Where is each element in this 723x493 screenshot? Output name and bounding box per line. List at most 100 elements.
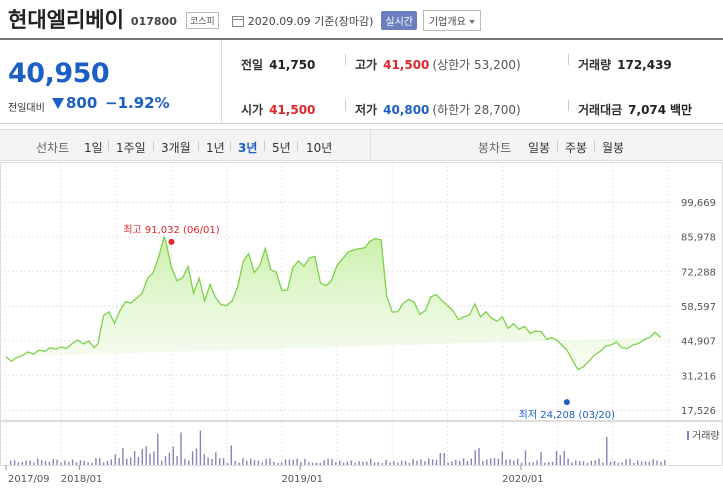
volume-bar — [373, 462, 376, 465]
volume-bar — [277, 462, 279, 465]
down-arrow-icon — [52, 98, 64, 109]
volume-bar — [358, 461, 360, 465]
volume-bar — [257, 460, 260, 465]
volume-bar — [582, 461, 585, 465]
volume-bar — [548, 462, 550, 465]
volume-bar — [21, 461, 23, 465]
volume-bar — [590, 460, 592, 465]
company-overview-dropdown[interactable]: 기업개요 — [422, 10, 481, 31]
volume-bar — [164, 456, 167, 465]
y-tick-label: 31,216 — [681, 371, 716, 382]
realtime-button[interactable]: 실시간 — [381, 11, 417, 30]
volume-bar — [68, 461, 70, 465]
volume-bar — [188, 460, 190, 465]
volume-bar — [478, 448, 480, 465]
volume-bar — [10, 460, 12, 465]
volume-bar — [327, 458, 329, 465]
volume-bar — [474, 450, 476, 465]
price-chart[interactable]: 99,669 85,978 72,288 58,597 44,907 31,216 17,5… — [0, 162, 723, 493]
volume-cell: 거래량 172,439 — [578, 56, 672, 73]
price-summary: 40,950 전일대비 800 −1.92% — [0, 40, 222, 124]
volume-bar — [532, 462, 534, 465]
price-chart-svg: 99,669 85,978 72,288 58,597 44,907 31,216 17,5… — [0, 162, 723, 485]
volume-bar — [517, 458, 519, 465]
amount-cell: 거래대금 7,074 백만 — [578, 101, 692, 118]
quote-date: 2020.09.09 기준(장마감) — [247, 15, 374, 28]
volume-bar — [211, 459, 213, 465]
period-1y[interactable]: 1년 — [206, 141, 225, 155]
volume-bar — [420, 459, 422, 465]
volume-bar — [536, 460, 538, 465]
volume-bar — [455, 460, 457, 465]
volume-bar — [400, 460, 403, 465]
volume-bar — [586, 462, 589, 465]
volume-bar — [292, 459, 294, 465]
volume-bar — [412, 459, 414, 465]
volume-bar — [451, 461, 453, 465]
volume-bar — [145, 446, 147, 465]
volume-bar — [311, 462, 314, 465]
volume-bar — [246, 460, 248, 465]
volume-bar — [95, 458, 97, 465]
period-3y[interactable]: 3년 — [238, 141, 258, 155]
chart-toolbar: 선차트 1일 1주일 3개월 1년 3년 5년 10년 봉차트 일봉 주봉 월봉 — [0, 129, 723, 161]
volume-bar — [114, 454, 116, 465]
period-5y[interactable]: 5년 — [272, 141, 291, 155]
volume-bar — [408, 463, 411, 465]
volume-bar — [439, 453, 441, 465]
line-chart-label: 선차트 — [36, 141, 70, 155]
volume-bar — [493, 458, 496, 465]
volume-bar — [191, 451, 194, 465]
stock-code: 017800 — [130, 15, 177, 28]
prev-close-label: 전일 — [241, 58, 264, 72]
amount-value: 7,074 — [628, 103, 667, 117]
open-label: 시가 — [241, 103, 264, 117]
lower-limit: (하한가 28,700) — [432, 103, 521, 117]
volume-bar — [219, 458, 221, 465]
volume-bar — [366, 461, 368, 465]
period-1w[interactable]: 1주일 — [116, 141, 146, 155]
volume-bar — [520, 462, 523, 465]
volume-bar — [71, 459, 74, 465]
volume-bar — [230, 445, 232, 465]
y-tick-label: 85,978 — [681, 233, 716, 244]
x-tick-label: 2018/01 — [61, 474, 103, 485]
volume-bar — [431, 459, 434, 465]
volume-bar — [606, 437, 608, 465]
volume-bar — [339, 460, 341, 465]
market-badge: 코스피 — [185, 12, 219, 29]
volume-bar — [308, 462, 310, 465]
calendar-icon — [231, 15, 244, 27]
high-label: 고가 — [355, 58, 378, 72]
volume-bar — [64, 460, 66, 465]
volume-bar — [602, 462, 604, 465]
volume-bar — [335, 462, 337, 465]
volume-bar — [633, 462, 635, 465]
volume-bar — [443, 453, 445, 465]
volume-bar — [126, 458, 128, 465]
candle-monthly[interactable]: 월봉 — [602, 141, 625, 155]
period-10y[interactable]: 10년 — [306, 141, 333, 155]
candle-daily[interactable]: 일봉 — [528, 141, 551, 155]
volume-bar — [203, 454, 205, 465]
low-value: 40,800 — [383, 103, 430, 117]
company-overview-label: 기업개요 — [428, 17, 466, 28]
candle-weekly[interactable]: 주봉 — [565, 141, 588, 155]
volume-pane-frame — [0, 421, 723, 466]
current-price: 40,950 — [8, 58, 110, 89]
period-1d[interactable]: 1일 — [84, 141, 103, 155]
volume-bar — [466, 460, 469, 465]
open-value: 41,500 — [269, 103, 316, 117]
volume-bar — [575, 460, 577, 465]
volume-bar — [664, 459, 666, 465]
quote-panel: 40,950 전일대비 800 −1.92% 전일 41,750 고가 41,500… — [0, 38, 723, 124]
volume-bar — [362, 461, 364, 465]
y-tick-label: 44,907 — [681, 337, 716, 348]
volume-bar — [513, 460, 515, 465]
candle-chart-label: 봉차트 — [478, 141, 512, 155]
period-3m[interactable]: 3개월 — [161, 141, 191, 155]
volume-bar — [609, 461, 612, 465]
volume-bar — [656, 460, 658, 465]
volume-bar — [381, 463, 383, 465]
volume-bar — [559, 455, 561, 465]
